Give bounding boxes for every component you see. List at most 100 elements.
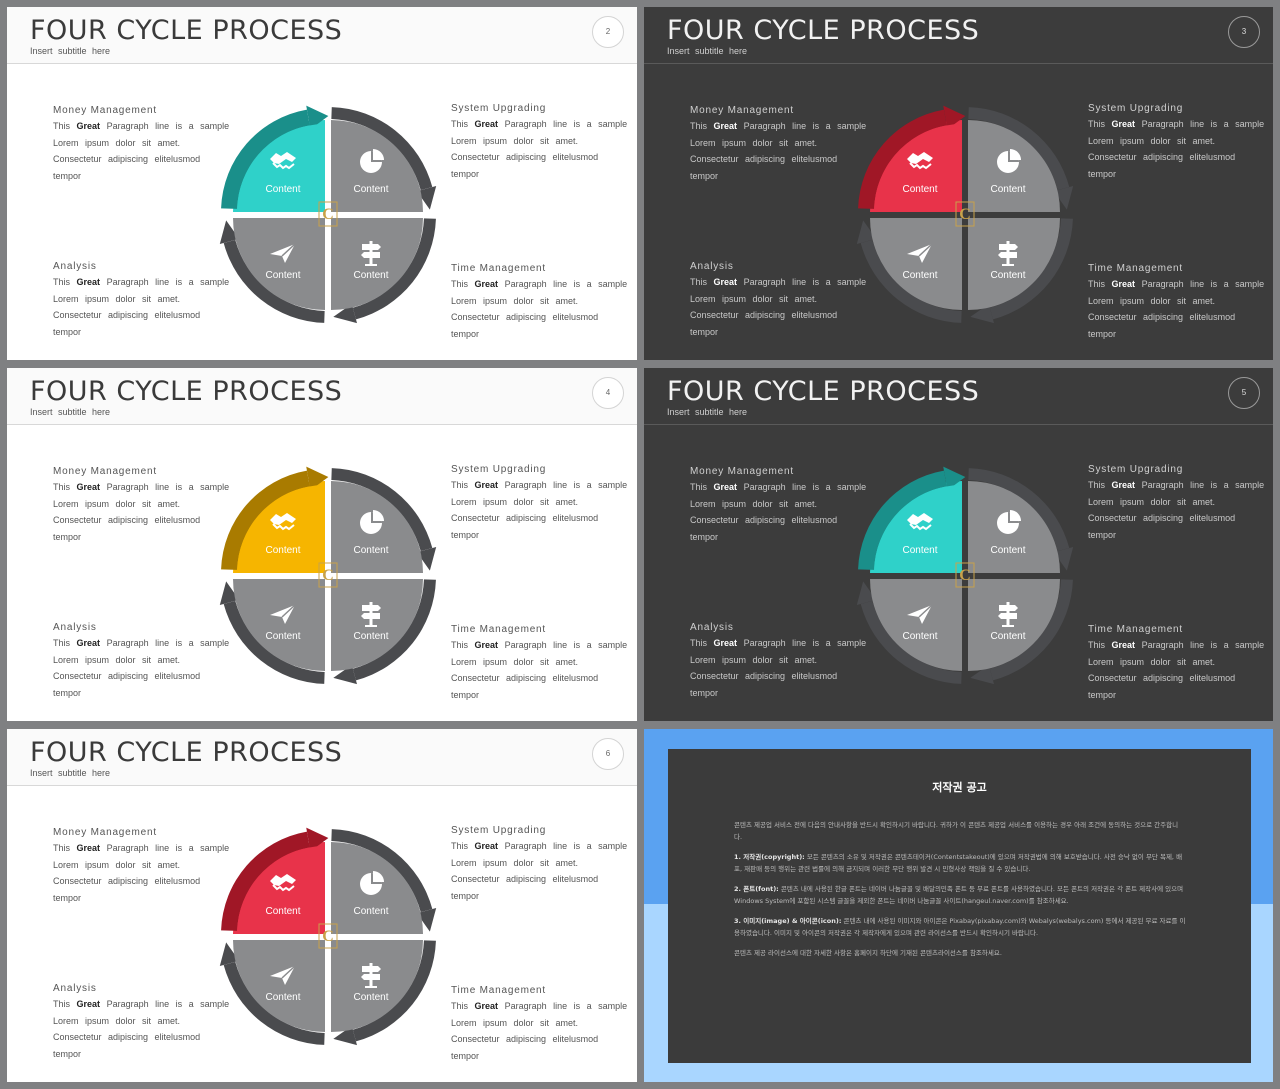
handshake-icon	[270, 874, 296, 892]
cycle-arrow-bottom-right	[970, 579, 1073, 685]
quadrant-analysis: Content	[233, 940, 325, 1032]
cycle-diagram: Content Content Content Content C	[847, 95, 1087, 335]
page-number: 2	[592, 16, 624, 48]
text-block-title: Analysis	[690, 622, 734, 633]
text-block-title: Time Management	[1088, 263, 1183, 274]
logo-mark: C	[318, 562, 338, 588]
slide-title: FOUR CYCLE PROCESS	[30, 737, 343, 768]
cycle-arrow-top-right	[331, 468, 437, 571]
slide-subtitle: Insert subtitle here	[667, 46, 748, 56]
cycle-arrow-top-right	[331, 829, 437, 932]
text-block-title: Time Management	[1088, 624, 1183, 635]
slide-subtitle: Insert subtitle here	[667, 407, 748, 417]
page-number: 4	[592, 377, 624, 409]
signpost-icon	[361, 602, 381, 627]
quadrant-label: Content	[990, 631, 1025, 642]
cycle-diagram: Content Content Content Content C	[847, 456, 1087, 696]
text-block-title: Money Management	[690, 466, 794, 477]
text-block-money-management: Money Management This Great Paragraph li…	[690, 466, 867, 542]
quadrant-label: Content	[265, 631, 300, 642]
quadrant-money-management: Content	[221, 466, 329, 573]
quadrant-analysis: Content	[233, 218, 325, 310]
quadrant-label: Content	[353, 270, 388, 281]
signpost-icon	[361, 241, 381, 266]
page-number: 6	[592, 738, 624, 770]
quadrant-system-upgrading: Content	[331, 842, 423, 934]
quadrant-label: Content	[902, 631, 937, 642]
text-block-time-management: Time Management This Great Paragraph lin…	[451, 624, 628, 700]
slide-header: FOUR CYCLE PROCESS Insert subtitle here …	[7, 729, 637, 786]
logo-mark: C	[955, 201, 975, 227]
quadrant-money-management: Content	[858, 105, 966, 212]
quadrant-system-upgrading: Content	[968, 481, 1060, 573]
text-block-time-management: Time Management This Great Paragraph lin…	[1088, 624, 1265, 700]
pie-chart-icon	[997, 149, 1021, 173]
cycle-arrow-bottom-right	[333, 579, 436, 685]
quadrant-system-upgrading: Content	[968, 120, 1060, 212]
cycle-arrow-bottom-left	[856, 220, 962, 323]
cycle-arrow-bottom-left	[219, 220, 325, 323]
logo-mark: C	[318, 923, 338, 949]
text-block-title: System Upgrading	[1088, 103, 1184, 114]
text-block-money-management: Money Management This Great Paragraph li…	[53, 827, 230, 903]
pie-chart-icon	[360, 510, 384, 534]
handshake-icon	[270, 152, 296, 170]
text-block-analysis: Analysis This Great Paragraph line is a …	[53, 983, 230, 1059]
text-block-money-management: Money Management This Great Paragraph li…	[690, 105, 867, 181]
quadrant-label: Content	[265, 992, 300, 1003]
slide-2: FOUR CYCLE PROCESS Insert subtitle here …	[7, 7, 637, 360]
quadrant-label: Content	[265, 906, 300, 917]
quadrant-system-upgrading: Content	[331, 481, 423, 573]
quadrant-money-management: Content	[858, 466, 966, 573]
cycle-arrow-bottom-right	[333, 940, 436, 1046]
paper-plane-icon	[270, 243, 296, 263]
slide-title: FOUR CYCLE PROCESS	[30, 376, 343, 407]
page-number: 3	[1228, 16, 1260, 48]
handshake-icon	[907, 152, 933, 170]
cycle-arrow-bottom-right	[970, 218, 1073, 324]
slide-5: FOUR CYCLE PROCESS Insert subtitle here …	[644, 368, 1273, 721]
copyright-closing: 콘텐츠 제공 라이선스에 대한 자세한 사항은 홈페이지 하단에 기재된 콘텐츠…	[734, 949, 1002, 957]
quadrant-label: Content	[265, 270, 300, 281]
text-block-analysis: Analysis This Great Paragraph line is a …	[53, 622, 230, 698]
quadrant-analysis: Content	[870, 579, 962, 671]
copyright-slide: 저작권 공고 콘텐츠 제공업 서비스 전에 다음의 안내사항을 반드시 확인하시…	[644, 729, 1273, 1082]
copyright-intro: 콘텐츠 제공업 서비스 전에 다음의 안내사항을 반드시 확인하시기 바랍니다.…	[734, 821, 1179, 841]
text-block-analysis: Analysis This Great Paragraph line is a …	[690, 622, 867, 698]
text-block-money-management: Money Management This Great Paragraph li…	[53, 105, 230, 181]
cycle-arrow-bottom-left	[856, 581, 962, 684]
quadrant-label: Content	[353, 545, 388, 556]
quadrant-time-management: Content	[331, 579, 423, 671]
text-block-money-management: Money Management This Great Paragraph li…	[53, 466, 230, 542]
quadrant-label: Content	[265, 184, 300, 195]
text-block-title: Money Management	[53, 105, 157, 116]
pie-chart-icon	[360, 871, 384, 895]
paper-plane-icon	[907, 243, 933, 263]
text-block-title: Money Management	[53, 466, 157, 477]
signpost-icon	[361, 963, 381, 988]
quadrant-label: Content	[990, 184, 1025, 195]
text-block-time-management: Time Management This Great Paragraph lin…	[451, 985, 628, 1061]
signpost-icon	[998, 241, 1018, 266]
cycle-arrow-top-right	[331, 107, 437, 210]
text-block-title: Analysis	[53, 622, 97, 633]
quadrant-label: Content	[353, 631, 388, 642]
text-block-analysis: Analysis This Great Paragraph line is a …	[690, 261, 867, 337]
text-block-title: System Upgrading	[451, 103, 547, 114]
slide-header: FOUR CYCLE PROCESS Insert subtitle here …	[644, 368, 1273, 425]
cycle-arrow-top-right	[968, 107, 1074, 210]
quadrant-label: Content	[353, 184, 388, 195]
quadrant-system-upgrading: Content	[331, 120, 423, 212]
text-block-system-upgrading: System Upgrading This Great Paragraph li…	[1088, 103, 1265, 179]
cycle-arrow-top-right	[968, 468, 1074, 571]
logo-letter: C	[322, 928, 334, 945]
quadrant-label: Content	[353, 992, 388, 1003]
quadrant-analysis: Content	[233, 579, 325, 671]
text-block-title: Time Management	[451, 263, 546, 274]
slide-header: FOUR CYCLE PROCESS Insert subtitle here …	[7, 7, 637, 64]
text-block-system-upgrading: System Upgrading This Great Paragraph li…	[451, 103, 628, 179]
paper-plane-icon	[907, 604, 933, 624]
slide-4: FOUR CYCLE PROCESS Insert subtitle here …	[7, 368, 637, 721]
quadrant-money-management: Content	[221, 827, 329, 934]
cycle-arrow-bottom-right	[333, 218, 436, 324]
